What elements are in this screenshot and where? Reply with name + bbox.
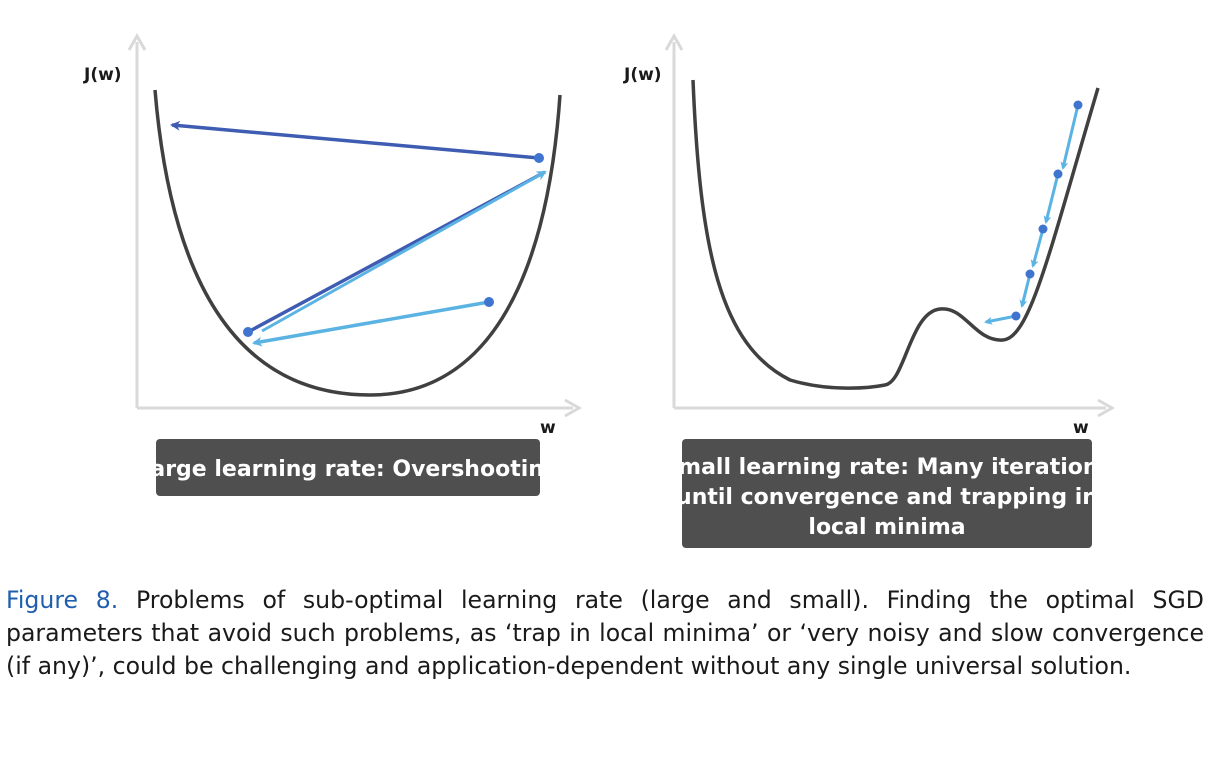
left-point-3 [534, 153, 544, 163]
right-caption-line-3: local minima [808, 515, 965, 540]
left-caption-box: Large learning rate: Overshooting [136, 439, 560, 496]
left-x-axis-label: w [540, 418, 556, 438]
figure-caption-label: Figure 8. [6, 586, 119, 614]
right-caption-box: Small learning rate: Many iterations unt… [662, 439, 1112, 548]
figure-caption: Figure 8. Problems of sub-optimal learni… [6, 584, 1204, 683]
right-x-axis-label: w [1073, 418, 1089, 438]
left-caption-line-1: Large learning rate: Overshooting [136, 457, 559, 482]
right-step-points [1011, 100, 1083, 321]
left-arrow-step-2-head [261, 170, 547, 333]
left-axes [127, 32, 583, 418]
right-small-steps [984, 104, 1080, 325]
right-panel: J(w) w Small learning rate: Many iterati… [623, 32, 1116, 548]
left-point-1 [484, 297, 494, 307]
figure-caption-text: Problems of sub-optimal learning rate (l… [6, 586, 1204, 680]
left-loss-curve [153, 89, 562, 397]
figure-illustration: J(w) w Large learning rate: Overshooting… [83, 32, 1116, 548]
left-arrow-step-1 [252, 300, 490, 347]
right-caption-line-2: until convergence and trapping in [676, 485, 1098, 510]
right-caption-line-1: Small learning rate: Many iterations [662, 455, 1111, 480]
left-arrow-step-3 [170, 120, 540, 160]
left-panel: J(w) w Large learning rate: Overshooting [83, 32, 583, 496]
right-y-axis-label: J(w) [623, 65, 662, 85]
left-point-2 [243, 327, 253, 337]
right-loss-curve [691, 79, 1100, 390]
left-y-axis-label: J(w) [83, 65, 122, 85]
right-axes [664, 32, 1116, 418]
